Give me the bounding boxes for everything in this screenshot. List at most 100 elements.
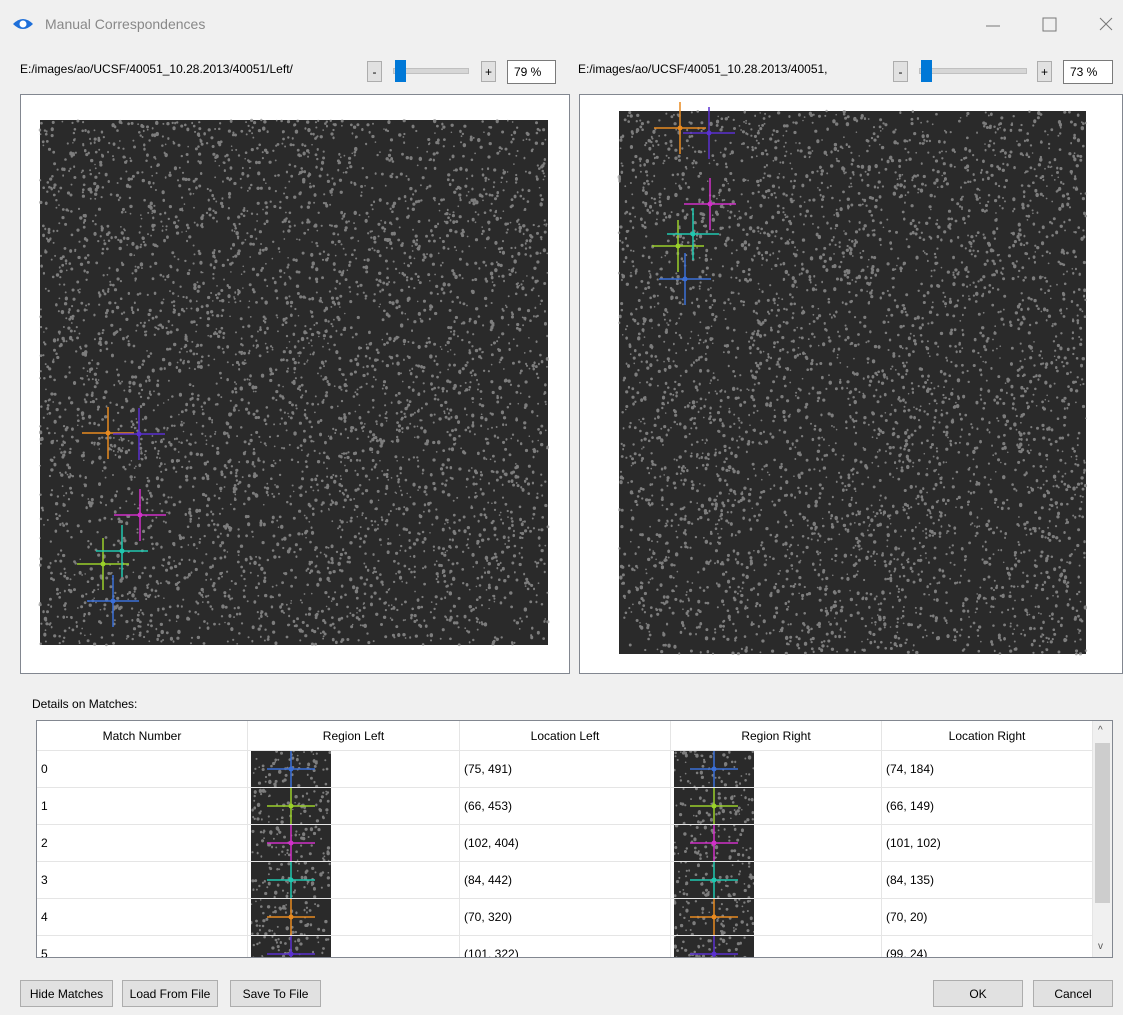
- location-cell[interactable]: (101, 322): [460, 936, 671, 957]
- match-marker-dot: [288, 877, 294, 883]
- region-thumbnail: [674, 825, 754, 861]
- scroll-up[interactable]: ^: [1098, 725, 1103, 736]
- match-number[interactable]: 4: [37, 899, 248, 936]
- location-cell[interactable]: (70, 320): [460, 899, 671, 936]
- region-cell[interactable]: [248, 899, 460, 936]
- match-marker-dot: [707, 201, 713, 207]
- match-marker-dot: [682, 276, 688, 282]
- region-cell[interactable]: [248, 862, 460, 899]
- cancel-button[interactable]: Cancel: [1033, 980, 1113, 1007]
- column-header[interactable]: Match Number: [37, 721, 248, 751]
- window-title: Manual Correspondences: [45, 16, 205, 32]
- match-marker-dot: [288, 914, 294, 920]
- match-marker-dot: [711, 840, 717, 846]
- region-thumbnail: [674, 788, 754, 824]
- match-marker-dot: [711, 803, 717, 809]
- match-marker-dot: [136, 431, 142, 437]
- match-marker-dot: [690, 231, 696, 237]
- load-button[interactable]: Load From File: [122, 980, 218, 1007]
- match-marker-dot: [288, 766, 294, 772]
- scrollbar[interactable]: ^ v: [1093, 721, 1112, 957]
- region-cell[interactable]: [248, 751, 460, 788]
- region-thumbnail: [251, 825, 331, 861]
- match-marker-dot: [288, 951, 294, 957]
- cone-dots: [38, 118, 550, 647]
- region-thumbnail: [674, 751, 754, 787]
- match-marker-dot: [711, 914, 717, 920]
- region-cell[interactable]: [671, 788, 882, 825]
- maximize-button[interactable]: [1042, 17, 1057, 32]
- region-thumbnail: [251, 862, 331, 898]
- match-number[interactable]: 5: [37, 936, 248, 957]
- location-cell[interactable]: (66, 453): [460, 788, 671, 825]
- location-cell[interactable]: (101, 102): [882, 825, 1093, 862]
- match-marker-dot: [706, 130, 712, 136]
- region-cell[interactable]: [248, 936, 460, 957]
- match-number[interactable]: 2: [37, 825, 248, 862]
- hide-matches-button[interactable]: Hide Matches: [20, 980, 113, 1007]
- region-thumbnail: [251, 899, 331, 935]
- region-cell[interactable]: [248, 825, 460, 862]
- match-marker-dot: [711, 951, 717, 957]
- region-cell[interactable]: [671, 825, 882, 862]
- match-marker-dot: [711, 766, 717, 772]
- column-header[interactable]: Region Left: [248, 721, 460, 751]
- location-cell[interactable]: (84, 135): [882, 862, 1093, 899]
- images: [38, 102, 1088, 656]
- region-thumbnail: [674, 862, 754, 898]
- column-header[interactable]: Location Left: [460, 721, 671, 751]
- match-marker-dot: [288, 840, 294, 846]
- left-zoom-box[interactable]: 79 %: [507, 60, 556, 84]
- right-zoom-box[interactable]: 73 %: [1063, 60, 1113, 84]
- cone-dots: [674, 936, 747, 957]
- right-zoom-slider[interactable]: [919, 68, 1027, 74]
- match-number[interactable]: 0: [37, 751, 248, 788]
- cone-dots: [617, 109, 1088, 656]
- region-cell[interactable]: [671, 751, 882, 788]
- location-cell[interactable]: (74, 184): [882, 751, 1093, 788]
- location-cell[interactable]: (75, 491): [460, 751, 671, 788]
- save-button[interactable]: Save To File: [230, 980, 321, 1007]
- app-icon-pupil: [19, 20, 27, 28]
- column-header[interactable]: Location Right: [882, 721, 1093, 751]
- region-cell[interactable]: [671, 936, 882, 957]
- region-thumbnail: [251, 936, 331, 957]
- scrollbar-thumb[interactable]: [1095, 743, 1110, 903]
- matches-table: Match Number Region Left Location Left Regi…: [36, 720, 1113, 958]
- location-cell[interactable]: (102, 404): [460, 825, 671, 862]
- region-cell[interactable]: [248, 788, 460, 825]
- region-cell[interactable]: [671, 899, 882, 936]
- cone-dots: [251, 825, 331, 861]
- location-cell[interactable]: (70, 20): [882, 899, 1093, 936]
- column-header[interactable]: Region Right: [671, 721, 882, 751]
- right-path: E:/images/ao/UCSF/40051_10.28.2013/40051…: [578, 62, 828, 76]
- right-slider-thumb[interactable]: [921, 60, 932, 82]
- region-thumbnail: [251, 788, 331, 824]
- location-cell[interactable]: (84, 442): [460, 862, 671, 899]
- left-zoom-slider[interactable]: [393, 68, 469, 74]
- region-cell[interactable]: [671, 862, 882, 899]
- match-marker-dot: [677, 125, 683, 131]
- match-number[interactable]: 3: [37, 862, 248, 899]
- location-cell[interactable]: (66, 149): [882, 788, 1093, 825]
- right-zoom-in[interactable]: +: [1037, 61, 1052, 82]
- left-zoom-out[interactable]: -: [367, 61, 382, 82]
- close-button[interactable]: [1099, 17, 1113, 31]
- ok-button[interactable]: OK: [933, 980, 1023, 1007]
- right-zoom-out[interactable]: -: [893, 61, 908, 82]
- match-marker-dot: [100, 561, 106, 567]
- match-marker-dot: [137, 512, 143, 518]
- region-thumbnail: [251, 751, 331, 787]
- match-number[interactable]: 1: [37, 788, 248, 825]
- details-label: Details on Matches:: [32, 697, 138, 711]
- cone-dots: [251, 788, 330, 824]
- match-marker-dot: [711, 877, 717, 883]
- left-zoom-in[interactable]: +: [481, 61, 496, 82]
- match-marker-dot: [110, 598, 116, 604]
- region-thumbnail: [674, 899, 754, 935]
- left-slider-thumb[interactable]: [395, 60, 406, 82]
- location-cell[interactable]: (99, 24): [882, 936, 1093, 957]
- scroll-down[interactable]: v: [1098, 941, 1103, 952]
- match-marker-dot: [675, 243, 681, 249]
